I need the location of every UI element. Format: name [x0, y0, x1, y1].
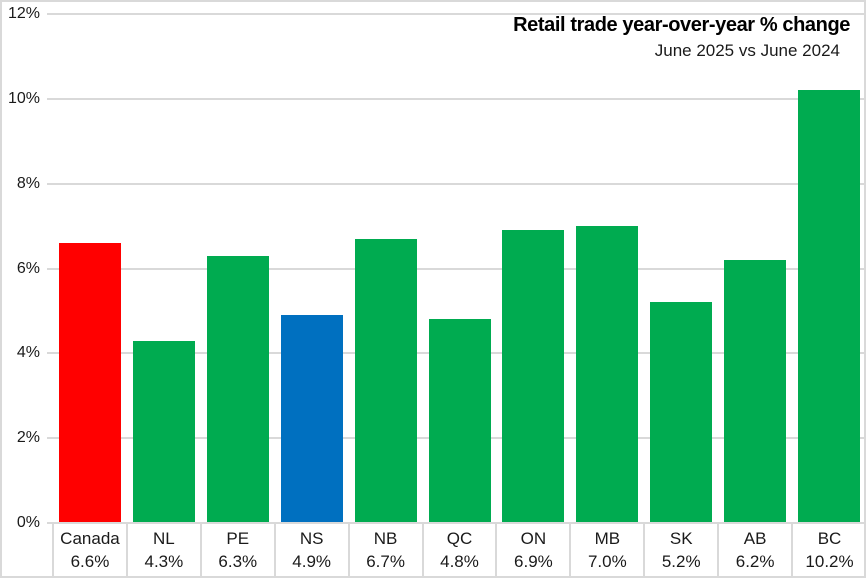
category-value: 6.6% [70, 552, 110, 571]
category-name: NS [299, 529, 324, 548]
bar-sk [650, 302, 713, 523]
category-value: 10.2% [805, 552, 854, 571]
category-name: AB [743, 529, 767, 548]
category-cell-ns: NS 4.9% [273, 524, 348, 576]
category-value: 5.2% [661, 552, 701, 571]
bar-ns [280, 315, 343, 523]
y-axis-label: 8% [16, 174, 40, 192]
bar-nl [132, 340, 195, 523]
y-axis-label: 0% [16, 514, 40, 531]
category-name: MB [594, 529, 621, 548]
category-value: 6.2% [735, 552, 775, 571]
category-name: NB [373, 529, 398, 548]
bar-pe [206, 255, 269, 523]
chart-title: Retail trade year-over-year % change [513, 14, 850, 36]
y-axis-label: 6% [16, 259, 40, 277]
bar-nb [354, 238, 417, 523]
category-value: 4.3% [144, 552, 184, 571]
category-name: SK [669, 529, 693, 548]
y-axis-tick [47, 13, 59, 15]
category-name: NL [152, 529, 175, 548]
gridline-10% [53, 97, 864, 100]
category-cell-bc: BC 10.2% [791, 524, 864, 576]
bar-qc [428, 319, 491, 523]
y-axis-tick [47, 97, 59, 100]
bar-bc [798, 90, 861, 523]
category-name: ON [520, 529, 547, 548]
y-axis-label: 12% [7, 5, 40, 22]
category-cell-canada: Canada 6.6% [52, 524, 126, 576]
y-axis-tick [47, 182, 59, 185]
y-axis-tick [47, 437, 59, 440]
bar-on [502, 230, 565, 523]
bar-mb [576, 226, 639, 523]
y-axis-label: 2% [16, 429, 40, 447]
category-value: 6.7% [366, 552, 405, 571]
chart-subtitle: June 2025 vs June 2024 [654, 41, 840, 60]
x-axis-line [53, 522, 864, 524]
category-cell-qc: QC 4.8% [421, 524, 496, 576]
bar-ab [724, 260, 787, 523]
bar-canada [58, 243, 121, 523]
y-axis-label: 10% [7, 89, 40, 107]
category-cell-pe: PE 6.3% [199, 524, 274, 576]
y-axis-tick [47, 352, 59, 355]
category-cell-nb: NB 6.7% [347, 524, 422, 576]
category-value: 4.9% [292, 552, 332, 571]
category-value: 6.9% [514, 552, 553, 571]
category-name: Canada [60, 529, 120, 548]
gridline-12% [53, 13, 864, 15]
category-value: 4.8% [440, 552, 479, 571]
category-cell-ab: AB 6.2% [717, 524, 791, 576]
category-name: QC [446, 529, 473, 548]
y-axis-tick [47, 267, 59, 270]
category-name: BC [817, 529, 842, 548]
gridline-8% [53, 182, 864, 185]
category-cell-on: ON 6.9% [495, 524, 569, 576]
category-cell-nl: NL 4.3% [125, 524, 200, 576]
category-cell-mb: MB 7.0% [569, 524, 643, 576]
category-value: 6.3% [218, 552, 258, 571]
category-name: PE [226, 529, 250, 548]
gridline-6% [53, 267, 864, 270]
category-cell-sk: SK 5.2% [643, 524, 717, 576]
y-axis-label: 4% [16, 344, 40, 362]
category-value: 7.0% [587, 552, 627, 571]
